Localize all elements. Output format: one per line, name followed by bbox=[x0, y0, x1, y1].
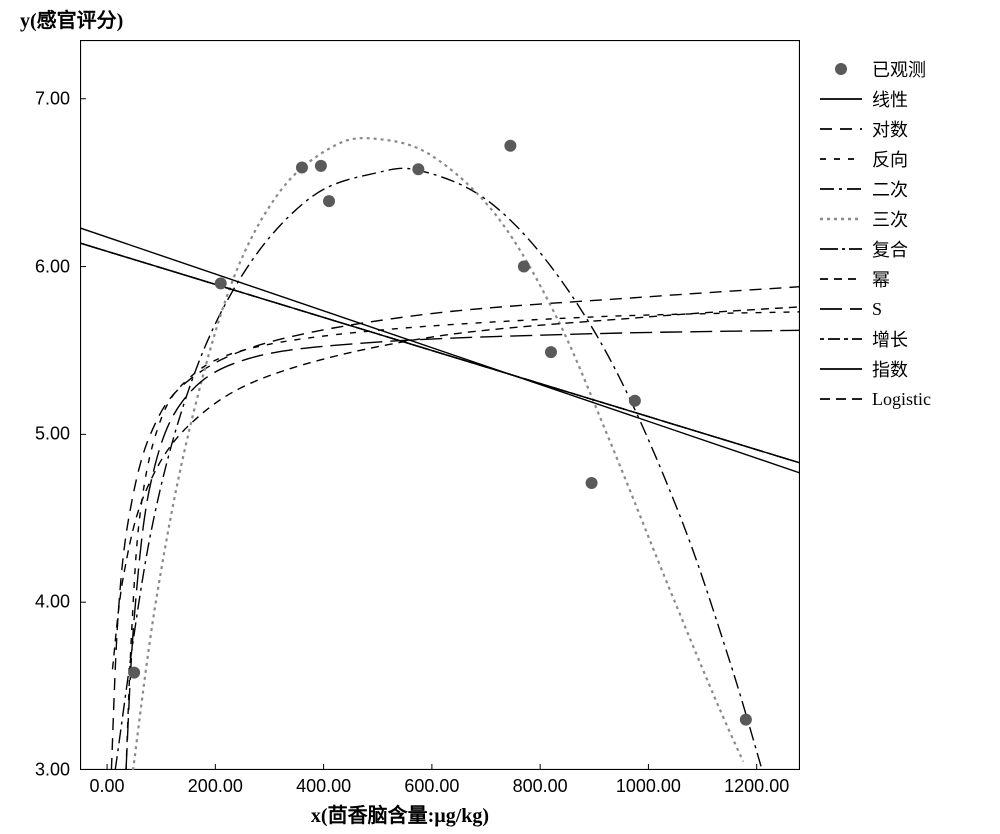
scatter-point bbox=[518, 261, 530, 273]
x-tick-label: 600.00 bbox=[404, 776, 459, 797]
scatter-point bbox=[504, 140, 516, 152]
legend-item: 增长 bbox=[818, 324, 931, 354]
curve-inverse bbox=[126, 312, 800, 770]
legend-label: 线性 bbox=[872, 86, 908, 112]
scatter-point bbox=[412, 163, 424, 175]
y-tick-label: 5.00 bbox=[35, 424, 70, 445]
plot-frame bbox=[81, 41, 800, 770]
legend-label: 二次 bbox=[872, 176, 908, 202]
legend-item: 指数 bbox=[818, 354, 931, 384]
scatter-point bbox=[296, 162, 308, 174]
x-tick-label: 1200.00 bbox=[724, 776, 789, 797]
legend-label: 三次 bbox=[872, 206, 908, 232]
y-tick-label: 3.00 bbox=[35, 760, 70, 781]
x-tick-label: 800.00 bbox=[513, 776, 568, 797]
legend-line-icon bbox=[818, 90, 864, 108]
x-tick-label: 0.00 bbox=[90, 776, 125, 797]
y-tick-label: 7.00 bbox=[35, 88, 70, 109]
scatter-point bbox=[215, 277, 227, 289]
legend: 已观测线性对数反向二次三次复合幂S 增长指数 Logistic bbox=[818, 54, 931, 414]
chart-container: y(感官评分) 已观测线性对数反向二次三次复合幂S 增长指数 Logistic x(… bbox=[0, 0, 1000, 834]
legend-label: 复合 bbox=[872, 236, 908, 262]
legend-label: 反向 bbox=[872, 146, 908, 172]
legend-line-icon bbox=[818, 390, 864, 408]
legend-item: 幂 bbox=[818, 264, 931, 294]
legend-item: 对数 bbox=[818, 114, 931, 144]
legend-line-icon bbox=[818, 120, 864, 138]
legend-line-icon bbox=[818, 270, 864, 288]
legend-label: 对数 bbox=[872, 116, 908, 142]
legend-item: 三次 bbox=[818, 204, 931, 234]
legend-line-icon bbox=[818, 210, 864, 228]
legend-line-icon bbox=[818, 240, 864, 258]
y-axis-title: y(感官评分) bbox=[20, 4, 123, 33]
scatter-point bbox=[586, 477, 598, 489]
curve-cubic bbox=[133, 138, 743, 770]
legend-label: Logistic bbox=[872, 389, 931, 410]
legend-item: 已观测 bbox=[818, 54, 931, 84]
legend-line-icon bbox=[818, 330, 864, 348]
scatter-point bbox=[740, 714, 752, 726]
legend-label: 增长 bbox=[872, 326, 908, 352]
curve-power bbox=[112, 307, 800, 669]
curves-group bbox=[80, 138, 800, 770]
legend-line-icon bbox=[818, 150, 864, 168]
legend-label: 幂 bbox=[872, 266, 890, 292]
scatter-point bbox=[629, 395, 641, 407]
scatter-point bbox=[545, 346, 557, 358]
curve-quadratic bbox=[115, 168, 762, 770]
x-tick-label: 200.00 bbox=[188, 776, 243, 797]
x-axis-title: x(茴香脑含量:µg/kg) bbox=[0, 799, 900, 828]
legend-line-icon bbox=[818, 360, 864, 378]
legend-label: 已观测 bbox=[872, 56, 926, 82]
plot-area bbox=[80, 40, 800, 770]
legend-label: 指数 bbox=[872, 356, 908, 382]
legend-item: 二次 bbox=[818, 174, 931, 204]
legend-item: 线性 bbox=[818, 84, 931, 114]
legend-marker-icon bbox=[818, 60, 864, 78]
x-tick-label: 1000.00 bbox=[616, 776, 681, 797]
legend-item: Logistic bbox=[818, 384, 931, 414]
curve-log bbox=[111, 287, 800, 770]
legend-label: S bbox=[872, 299, 882, 320]
scatter-point bbox=[128, 667, 140, 679]
legend-line-icon bbox=[818, 300, 864, 318]
legend-item: 复合 bbox=[818, 234, 931, 264]
legend-line-icon bbox=[818, 180, 864, 198]
y-tick-label: 6.00 bbox=[35, 256, 70, 277]
curve-S bbox=[126, 330, 800, 770]
scatter-point bbox=[323, 195, 335, 207]
legend-item: 反向 bbox=[818, 144, 931, 174]
x-tick-label: 400.00 bbox=[296, 776, 351, 797]
legend-item: S bbox=[818, 294, 931, 324]
scatter-point bbox=[315, 160, 327, 172]
y-tick-label: 4.00 bbox=[35, 592, 70, 613]
